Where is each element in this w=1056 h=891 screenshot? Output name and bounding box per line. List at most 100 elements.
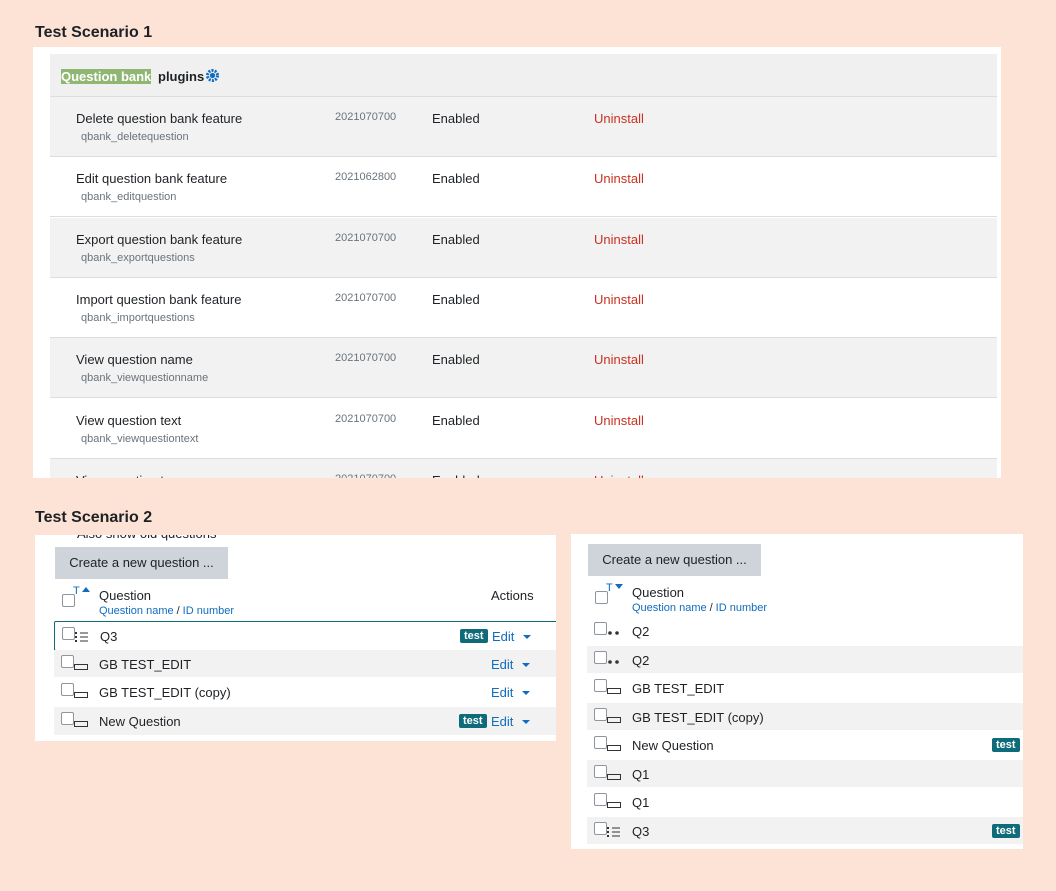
plugin-status: Enabled — [432, 171, 480, 187]
sub-column[interactable]: Question name — [632, 602, 707, 614]
question-name: Q2 — [632, 624, 650, 639]
plugin-row: View question text qbank_viewquestiontext… — [50, 398, 997, 459]
actions-header: Actions — [491, 588, 534, 603]
qtype-icon — [607, 826, 620, 837]
select-all[interactable] — [595, 591, 608, 604]
question-row: Q1 — [587, 788, 1023, 816]
highlight: Question bank — [61, 69, 152, 84]
question-row: Q3 test Edit — [54, 621, 556, 651]
qtype-icon — [74, 721, 88, 728]
sub-column[interactable]: ID number — [182, 605, 235, 617]
question-name: New Question — [632, 738, 714, 753]
plugin-name: Import question bank feature — [76, 291, 242, 307]
row-checkbox[interactable] — [594, 707, 607, 721]
plugin-name: View question name — [76, 352, 193, 368]
uninstall-link[interactable]: Uninstall — [594, 111, 644, 126]
edit-caret — [522, 662, 530, 667]
question-name: Q2 — [632, 652, 650, 668]
question-row: GB TEST_EDIT Edit — [54, 649, 556, 678]
row-checkbox[interactable] — [594, 764, 607, 778]
column-header: Question — [99, 588, 152, 603]
uninstall-link[interactable]: Uninstall — [594, 291, 644, 307]
plugin-status: Enabled — [432, 231, 480, 247]
plugin-component: qbank_editquestion — [81, 191, 177, 204]
question-list: Also show old questions Create a new ques… — [35, 535, 556, 741]
plugin-row: View question name qbank_viewquestionname… — [50, 338, 997, 399]
row-checkbox[interactable] — [594, 622, 607, 635]
create-button[interactable]: Create a new question ... — [588, 544, 761, 576]
qtype-icon — [608, 631, 619, 635]
plugin-component: qbank_viewquestionname — [81, 372, 209, 385]
qtype-icon — [607, 773, 621, 780]
tag: test — [460, 629, 488, 643]
plugin-component: qbank_viewquestiontext — [81, 432, 199, 445]
plugin-status: Enabled — [432, 352, 480, 368]
plugin-name: Delete question bank feature — [76, 111, 243, 126]
plugin-row: Export question bank feature qbank_export… — [50, 217, 997, 278]
plugin-component: qbank_deletequestion — [81, 131, 189, 143]
plugin-status: Enabled — [432, 111, 480, 126]
qtype-icon — [607, 716, 621, 723]
question-row: GB TEST_EDIT — [587, 674, 1023, 702]
row-checkbox[interactable] — [594, 793, 607, 806]
plugin-name: Export question bank feature — [76, 231, 243, 247]
row-checkbox[interactable] — [594, 821, 607, 835]
row-checkbox[interactable] — [62, 627, 75, 640]
question-row: Q1 — [587, 759, 1023, 787]
qtype-icon — [607, 745, 621, 751]
row-checkbox[interactable] — [594, 679, 607, 692]
qtype-icon — [607, 802, 621, 808]
header-text: plugins — [158, 69, 205, 84]
qtype-icon — [74, 663, 88, 670]
plugin-component: qbank_exportquestions — [81, 251, 195, 264]
sub-column: / — [709, 602, 713, 614]
question-name: Q1 — [632, 766, 650, 782]
sort-caret — [82, 587, 90, 592]
plugin-version: 2021070700 — [335, 473, 396, 478]
plugin-name: View question type — [76, 473, 185, 478]
plugin-status: Enabled — [432, 412, 480, 428]
plugin-row: View question type 2021070700 Enabled Unins… — [50, 458, 997, 478]
edit-menu[interactable]: Edit — [491, 714, 514, 730]
row-checkbox[interactable] — [61, 712, 74, 726]
uninstall-link[interactable]: Uninstall — [594, 231, 644, 247]
sub-column[interactable]: Question name — [99, 605, 174, 617]
sort-toggle[interactable]: T — [606, 582, 613, 594]
sub-column: / — [176, 605, 180, 617]
plugin-version: 2021070700 — [335, 291, 397, 304]
plugin-version: 2021070700 — [335, 412, 397, 425]
question-name: Q1 — [632, 795, 650, 810]
edit-menu[interactable]: Edit — [491, 656, 514, 672]
gear-icon[interactable] — [206, 69, 219, 82]
question-row: Q3 test — [587, 816, 1023, 844]
sort-toggle[interactable]: T — [73, 585, 80, 597]
question-name: GB TEST_EDIT (copy) — [99, 685, 231, 701]
question-name: GB TEST_EDIT — [632, 681, 725, 696]
row-checkbox[interactable] — [61, 683, 74, 697]
row-checkbox[interactable] — [594, 650, 607, 664]
edit-caret — [523, 635, 531, 639]
question-name: GB TEST_EDIT — [99, 656, 192, 672]
row-checkbox[interactable] — [594, 736, 607, 749]
row-checkbox[interactable] — [61, 654, 74, 668]
edit-menu[interactable]: Edit — [491, 685, 514, 701]
plugin-version: 2021070700 — [335, 352, 397, 365]
qtype-icon — [74, 692, 88, 699]
plugin-version: 2021070700 — [335, 111, 397, 123]
uninstall-link[interactable]: Uninstall — [594, 412, 644, 428]
plugin-name: View question text — [76, 412, 182, 428]
question-row: New Question test — [587, 731, 1023, 759]
edit-caret — [522, 720, 530, 725]
edit-menu[interactable]: Edit — [492, 629, 515, 644]
plugin-component: qbank_importquestions — [81, 311, 195, 324]
question-row: Q2 — [587, 617, 1023, 645]
sub-column[interactable]: ID number — [715, 602, 768, 614]
uninstall-link[interactable]: Uninstall — [594, 352, 644, 368]
uninstall-link[interactable]: Uninstall — [594, 171, 644, 187]
create-button[interactable]: Create a new question ... — [55, 547, 228, 579]
question-name: New Question — [99, 714, 181, 730]
tag: test — [459, 714, 487, 729]
plugin-status: Enabled — [432, 473, 480, 478]
uninstall-link[interactable]: Uninstall — [594, 473, 644, 478]
select-all[interactable] — [62, 594, 75, 607]
